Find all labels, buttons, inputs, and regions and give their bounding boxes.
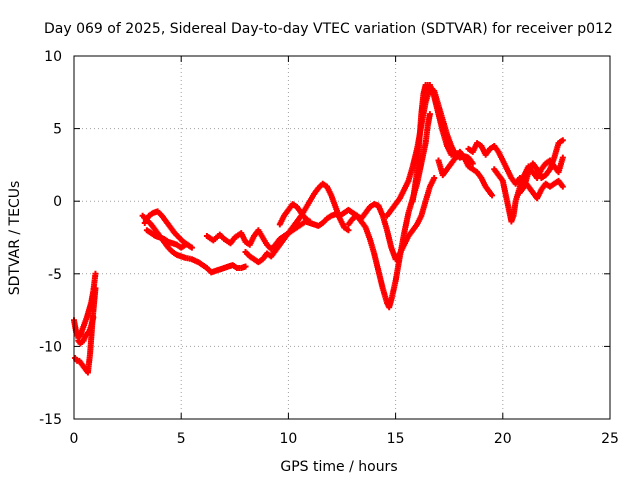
y-tick-label: 0 [53,194,62,210]
x-tick-label: 20 [494,431,512,447]
data-point [559,183,566,190]
data-point [559,154,566,161]
plot-frame [73,55,611,420]
data-point [559,137,566,144]
data-series-sdtvar [71,82,566,376]
y-tick-label: 10 [44,49,62,65]
y-tick-label: 5 [53,122,62,138]
data-point [489,192,496,199]
x-tick-label: 25 [601,431,619,447]
data-point [188,244,195,251]
y-tick-label: -15 [39,412,62,428]
y-tick-label: -10 [39,339,62,355]
data-point [92,270,99,277]
data-point [345,227,352,234]
data-point [182,241,189,248]
x-tick-label: 15 [387,431,405,447]
chart-title: Day 069 of 2025, Sidereal Day-to-day VTE… [44,21,613,37]
data-point [92,285,99,292]
x-tick-label: 5 [177,431,186,447]
grid-lines [74,56,610,419]
data-point [431,174,438,181]
x-tick-label: 10 [279,431,297,447]
data-point [306,218,313,225]
y-tick-label: -5 [48,267,62,283]
x-axis-label: GPS time / hours [280,459,397,475]
data-point [242,263,249,270]
axis-ticks: 0 5 10 15 20 25 -15 -10 -5 0 5 10 [39,49,619,447]
data-point [90,314,97,321]
data-point [469,160,476,167]
x-tick-label: 0 [70,431,79,447]
data-point [426,111,433,118]
y-axis-label: SDTVAR / TECUs [7,181,23,296]
